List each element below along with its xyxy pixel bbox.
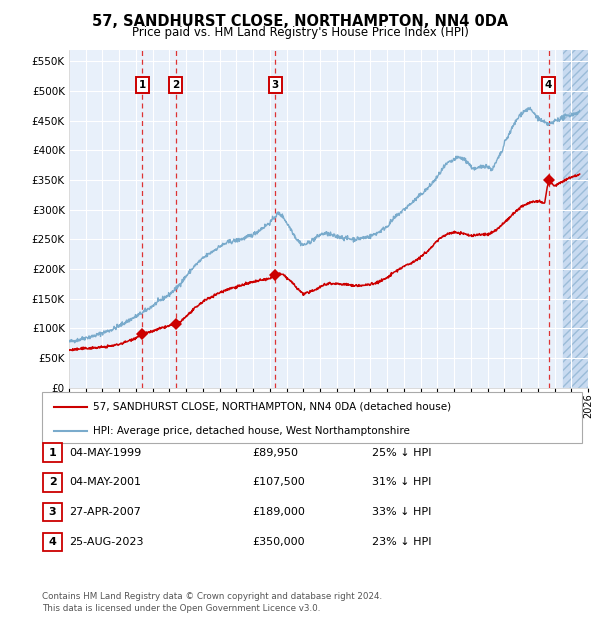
Text: £350,000: £350,000 — [252, 537, 305, 547]
Text: £89,950: £89,950 — [252, 448, 298, 458]
Bar — [563, 50, 588, 388]
Text: 57, SANDHURST CLOSE, NORTHAMPTON, NN4 0DA: 57, SANDHURST CLOSE, NORTHAMPTON, NN4 0D… — [92, 14, 508, 29]
Text: 31% ↓ HPI: 31% ↓ HPI — [372, 477, 431, 487]
Text: 04-MAY-1999: 04-MAY-1999 — [69, 448, 141, 458]
Text: Price paid vs. HM Land Registry's House Price Index (HPI): Price paid vs. HM Land Registry's House … — [131, 26, 469, 39]
Text: 27-APR-2007: 27-APR-2007 — [69, 507, 141, 517]
Text: 25% ↓ HPI: 25% ↓ HPI — [372, 448, 431, 458]
Text: £189,000: £189,000 — [252, 507, 305, 517]
Text: 25-AUG-2023: 25-AUG-2023 — [69, 537, 143, 547]
Text: This data is licensed under the Open Government Licence v3.0.: This data is licensed under the Open Gov… — [42, 603, 320, 613]
Text: 4: 4 — [49, 537, 56, 547]
Text: 57, SANDHURST CLOSE, NORTHAMPTON, NN4 0DA (detached house): 57, SANDHURST CLOSE, NORTHAMPTON, NN4 0D… — [93, 402, 451, 412]
Text: HPI: Average price, detached house, West Northamptonshire: HPI: Average price, detached house, West… — [93, 425, 410, 436]
Text: 1: 1 — [139, 80, 146, 90]
Text: £107,500: £107,500 — [252, 477, 305, 487]
Bar — [563, 50, 588, 388]
Text: Contains HM Land Registry data © Crown copyright and database right 2024.: Contains HM Land Registry data © Crown c… — [42, 592, 382, 601]
Text: 33% ↓ HPI: 33% ↓ HPI — [372, 507, 431, 517]
Text: 23% ↓ HPI: 23% ↓ HPI — [372, 537, 431, 547]
Text: 04-MAY-2001: 04-MAY-2001 — [69, 477, 141, 487]
Text: 4: 4 — [545, 80, 553, 90]
Text: 2: 2 — [49, 477, 56, 487]
Text: 2: 2 — [172, 80, 179, 90]
Text: 3: 3 — [272, 80, 279, 90]
Text: 3: 3 — [49, 507, 56, 517]
Text: 1: 1 — [49, 448, 56, 458]
